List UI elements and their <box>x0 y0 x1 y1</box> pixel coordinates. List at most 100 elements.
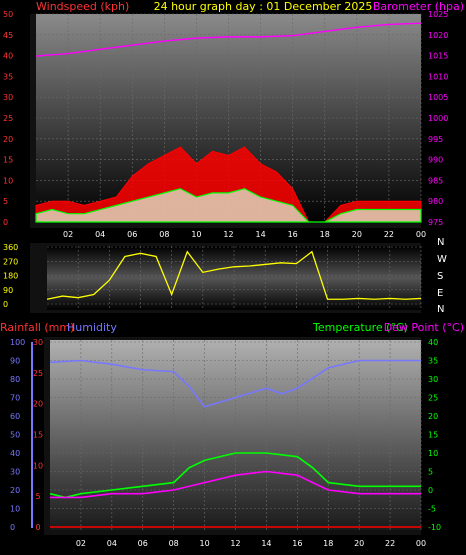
hour-label: 04 <box>107 539 117 548</box>
barometer-tick-label: 1005 <box>428 93 448 102</box>
barometer-tick-label: 985 <box>428 176 443 185</box>
temperature-tick-label: 35 <box>428 357 438 366</box>
wind-tick-label: 50 <box>3 10 13 19</box>
hour-label: 18 <box>323 539 333 548</box>
temperature-tick-label: 10 <box>428 449 438 458</box>
temperature-tick-label: 25 <box>428 394 438 403</box>
hour-label: 08 <box>159 230 169 239</box>
wind-tick-label: 35 <box>3 72 13 81</box>
humidity-tick-label: 10 <box>10 505 20 514</box>
temperature-tick-label: 40 <box>428 338 438 347</box>
humidity-axis-title: Humidity <box>67 321 117 334</box>
temperature-tick-label: 15 <box>428 431 438 440</box>
direction-tick-label: 270 <box>3 257 18 266</box>
series-dewpoint <box>50 470 421 499</box>
hour-label: 22 <box>384 230 394 239</box>
compass-label: W <box>437 254 447 265</box>
hour-label: 20 <box>352 230 362 239</box>
humidity-tick-label: 50 <box>10 431 20 440</box>
temperature-tick-label: -5 <box>428 505 436 514</box>
humidity-tick-label: 0 <box>10 523 15 532</box>
temperature-tick-label: 30 <box>428 375 438 384</box>
hour-label: 08 <box>169 539 179 548</box>
rain-tick-label: 10 <box>33 461 43 470</box>
hour-label: 22 <box>385 539 395 548</box>
dewpoint-axis-title: Dew Point (°C) <box>384 321 464 334</box>
temperature-tick-label: 0 <box>428 486 433 495</box>
barometer-tick-label: 975 <box>428 218 443 227</box>
temp-panel <box>50 340 421 530</box>
hour-label: 02 <box>63 230 73 239</box>
rain-tick-label: 25 <box>33 369 43 378</box>
wind-tick-label: 15 <box>3 156 13 165</box>
wind-tick-label: 25 <box>3 114 13 123</box>
barometer-tick-label: 995 <box>428 135 443 144</box>
humidity-tick-label: 40 <box>10 449 20 458</box>
compass-label: N <box>437 304 444 315</box>
humidity-tick-label: 90 <box>10 357 20 366</box>
wind-tick-label: 0 <box>3 218 8 227</box>
hour-label: 10 <box>191 230 201 239</box>
temperature-tick-label: 20 <box>428 412 438 421</box>
series-gust <box>35 188 422 223</box>
humidity-tick-label: 100 <box>10 338 25 347</box>
direction-tick-label: 0 <box>3 300 8 309</box>
direction-tick-label: 360 <box>3 243 18 252</box>
rain-axis-title: Rainfall (mm) <box>0 321 74 334</box>
humidity-tick-label: 60 <box>10 412 20 421</box>
barometer-tick-label: 990 <box>428 156 443 165</box>
series-temperature <box>49 452 421 499</box>
hour-label: 14 <box>261 539 271 548</box>
hour-label: 02 <box>76 539 86 548</box>
direction-tick-label: 90 <box>3 286 13 295</box>
series-humidity <box>49 359 421 408</box>
barometer-tick-label: 1020 <box>428 31 448 40</box>
hour-label: 00 <box>416 230 426 239</box>
humidity-tick-label: 30 <box>10 468 20 477</box>
compass-label: E <box>437 288 443 299</box>
hour-label: 14 <box>255 230 265 239</box>
humidity-tick-label: 70 <box>10 394 20 403</box>
hour-label: 04 <box>95 230 105 239</box>
compass-label: S <box>437 271 443 282</box>
temperature-axis-title: Temperature (°C) <box>312 321 408 334</box>
wind-tick-label: 30 <box>3 93 13 102</box>
temperature-tick-label: -10 <box>428 523 441 532</box>
wind-tick-label: 40 <box>3 52 13 61</box>
barometer-tick-label: 1025 <box>428 10 448 19</box>
hour-label: 10 <box>199 539 209 548</box>
compass-label: N <box>437 237 444 248</box>
chart-title: 24 hour graph day : 01 December 2025 <box>154 0 373 13</box>
wind-tick-label: 20 <box>3 135 13 144</box>
rain-tick-label: 20 <box>33 400 43 409</box>
hour-label: 12 <box>223 230 233 239</box>
rain-tick-label: 0 <box>35 523 40 532</box>
rain-tick-label: 30 <box>33 338 43 347</box>
hour-label: 16 <box>288 230 298 239</box>
barometer-tick-label: 1015 <box>428 52 448 61</box>
hour-label: 16 <box>292 539 302 548</box>
hour-label: 06 <box>127 230 137 239</box>
barometer-tick-label: 1010 <box>428 72 448 81</box>
barometer-axis-title: Barometer (hpa) <box>373 0 464 13</box>
hour-label: 12 <box>230 539 240 548</box>
wind-axis-title: Windspeed (kph) <box>36 0 129 13</box>
wind-tick-label: 5 <box>3 197 8 206</box>
direction-tick-label: 180 <box>3 272 18 281</box>
barometer-tick-label: 980 <box>428 197 443 206</box>
humidity-tick-label: 80 <box>10 375 20 384</box>
hour-label: 06 <box>138 539 148 548</box>
rain-tick-label: 15 <box>33 431 43 440</box>
hour-label: 20 <box>354 539 364 548</box>
barometer-tick-label: 1000 <box>428 114 448 123</box>
humidity-tick-label: 20 <box>10 486 20 495</box>
wind-tick-label: 45 <box>3 31 13 40</box>
series-barometer <box>35 22 422 57</box>
rain-tick-label: 5 <box>35 492 40 501</box>
hour-label: 00 <box>416 539 426 548</box>
wind-tick-label: 10 <box>3 176 13 185</box>
temperature-tick-label: 5 <box>428 468 433 477</box>
series-direction <box>46 250 422 300</box>
hour-label: 18 <box>320 230 330 239</box>
